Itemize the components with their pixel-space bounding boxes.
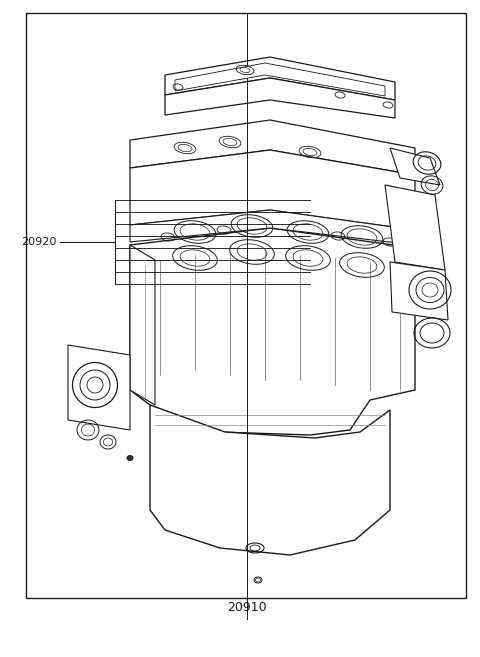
Polygon shape	[130, 120, 415, 175]
Polygon shape	[390, 148, 440, 185]
Bar	[26, 13, 466, 598]
Ellipse shape	[127, 455, 133, 461]
Text: 20910: 20910	[228, 600, 267, 614]
Polygon shape	[68, 345, 130, 430]
Polygon shape	[150, 405, 390, 555]
Polygon shape	[385, 185, 445, 270]
Polygon shape	[130, 150, 415, 230]
Polygon shape	[130, 245, 155, 405]
Polygon shape	[130, 210, 415, 245]
Polygon shape	[390, 262, 448, 320]
Polygon shape	[165, 57, 395, 100]
Text: 20920: 20920	[22, 237, 57, 247]
Polygon shape	[130, 228, 415, 435]
Polygon shape	[175, 63, 385, 96]
Polygon shape	[165, 78, 395, 118]
